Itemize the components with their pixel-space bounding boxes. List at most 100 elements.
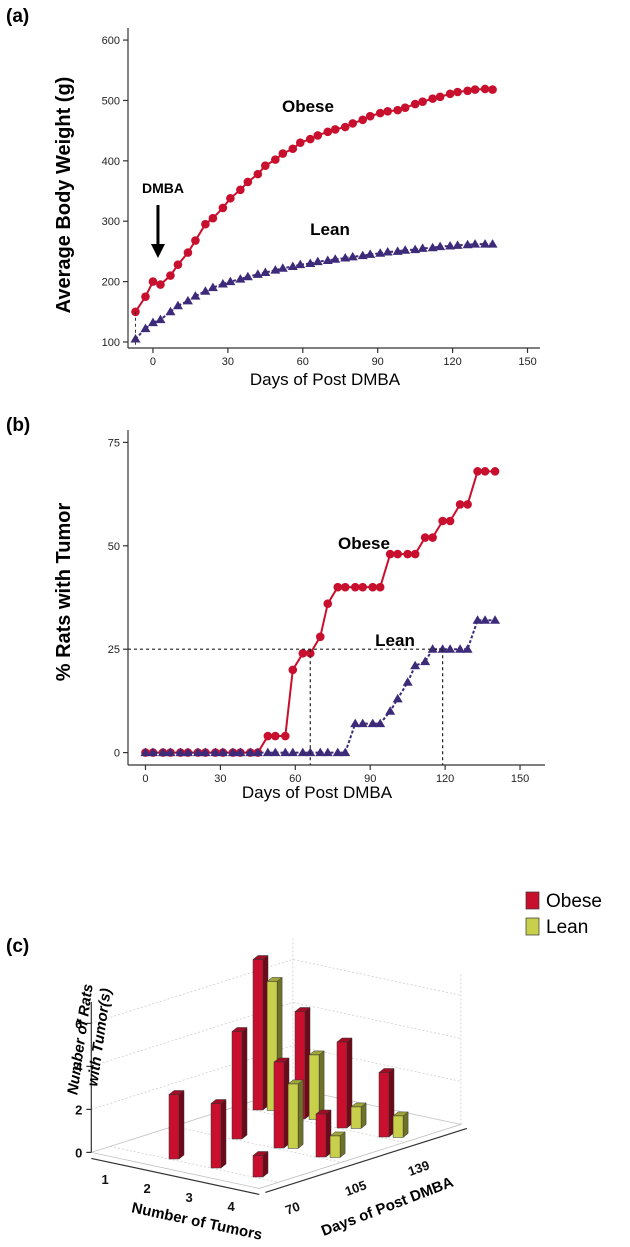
data-point-obese <box>463 500 472 509</box>
panel-b-y-axis-title: % Rats with Tumor <box>53 503 75 682</box>
bar-obese <box>231 1026 248 1140</box>
data-point-lean <box>175 747 186 757</box>
data-point-obese <box>428 94 437 103</box>
dmba-annotation: DMBA <box>142 180 184 196</box>
data-point-lean <box>315 747 326 757</box>
data-point-lean <box>295 259 306 269</box>
bar-front-face <box>210 1103 222 1169</box>
bar-front-face <box>392 1115 404 1138</box>
data-point-lean <box>235 274 246 283</box>
bar-side-face <box>339 1131 346 1158</box>
b-x-tick-label: 60 <box>289 773 301 785</box>
data-point-lean <box>242 271 253 281</box>
a-y-tick-label: 500 <box>102 95 120 107</box>
data-point-lean <box>347 251 358 261</box>
data-point-obese <box>463 86 472 96</box>
data-point-lean <box>480 239 491 248</box>
a-y-tick-label: 600 <box>102 35 120 47</box>
data-point-lean <box>287 747 298 757</box>
data-point-lean <box>262 747 273 757</box>
bar-front-face <box>329 1135 341 1158</box>
bar-front-face <box>287 1083 299 1149</box>
data-point-obese <box>368 582 378 592</box>
data-point-obese <box>385 549 395 559</box>
data-point-lean <box>155 314 166 324</box>
data-point-lean <box>340 253 351 262</box>
panel-c-y-axis-title: Days of Post DMBA <box>319 1174 456 1240</box>
panel-b-label: (b) <box>6 415 30 436</box>
panel-a: (a) 0 30 60 90 120 150 100 200 300 400 500 600 DMBA… <box>6 6 540 389</box>
data-point-obese <box>488 85 497 94</box>
data-point-lean <box>392 246 403 255</box>
data-point-obese <box>305 134 315 144</box>
data-point-obese <box>298 649 308 658</box>
bar-obese <box>210 1098 227 1169</box>
data-point-obese <box>236 185 245 195</box>
b-x-tick-label: 30 <box>214 773 226 785</box>
panel-b-x-axis-title: Days of Post DMBA <box>242 783 393 802</box>
data-point-lean <box>245 747 256 757</box>
bar-obese <box>273 1057 290 1149</box>
bar-front-face <box>308 1054 320 1120</box>
data-point-obese <box>191 236 200 245</box>
data-point-lean <box>270 747 281 757</box>
data-point-lean <box>157 747 168 757</box>
data-point-obese <box>445 89 455 99</box>
data-point-lean <box>455 644 466 653</box>
data-point-obese <box>340 122 350 132</box>
a-x-tick-label: 150 <box>518 356 536 368</box>
panel-c-plot <box>168 954 409 1178</box>
a-x-tick-label: 60 <box>297 356 309 368</box>
panel-c-x-tick-label: 3 <box>185 1190 192 1205</box>
data-point-obese <box>403 549 412 559</box>
data-point-obese <box>480 84 490 94</box>
data-point-obese <box>365 111 375 121</box>
data-point-lean <box>392 693 403 703</box>
data-point-obese <box>271 155 280 164</box>
data-point-obese <box>271 731 280 741</box>
panel-c-z-tick-label: 0 <box>75 1145 82 1160</box>
panel-c-x-tick-label: 4 <box>227 1199 235 1214</box>
data-point-obese <box>261 161 270 170</box>
b-y-tick-label: 75 <box>108 437 120 449</box>
data-point-lean <box>277 263 288 272</box>
data-point-lean <box>297 747 308 757</box>
data-point-obese <box>263 731 273 741</box>
data-point-lean <box>140 747 151 757</box>
data-point-lean <box>147 317 158 327</box>
bar-obese <box>294 1006 311 1120</box>
legend-swatch-lean <box>525 917 540 936</box>
data-point-lean <box>357 718 368 728</box>
data-point-lean <box>192 747 203 757</box>
data-point-lean <box>200 286 211 295</box>
data-point-lean <box>462 644 473 653</box>
data-point-lean <box>445 644 456 653</box>
data-point-lean <box>340 747 351 757</box>
data-point-obese <box>156 280 165 289</box>
data-point-obese <box>183 248 193 257</box>
data-point-lean <box>227 747 238 757</box>
data-point-lean <box>480 615 491 624</box>
data-point-obese <box>453 87 462 97</box>
bar-side-face <box>297 1079 304 1149</box>
data-point-lean <box>490 615 501 624</box>
data-point-obese <box>340 582 350 592</box>
data-point-lean <box>417 243 428 252</box>
data-point-obese <box>393 105 402 115</box>
bar-side-face <box>402 1111 409 1138</box>
bar-front-face <box>315 1113 327 1158</box>
panel-b: (b) 0 30 60 90 120 150 0 25 50 75 Obese Lean Days … <box>6 415 545 802</box>
panel-c-y-tick-label: 105 <box>343 1177 369 1199</box>
bar-lean <box>308 1050 325 1120</box>
data-point-obese <box>350 582 360 592</box>
panel-a-plot: DMBA Obese Lean <box>130 84 498 348</box>
data-point-lean <box>147 747 158 757</box>
data-point-obese <box>348 119 358 128</box>
data-point-lean <box>172 300 183 310</box>
data-point-lean <box>487 239 498 248</box>
data-point-obese <box>375 108 385 118</box>
data-point-lean <box>332 747 343 757</box>
data-point-lean <box>322 255 333 264</box>
panel-b-axes: 0 30 60 90 120 150 0 25 50 75 <box>108 430 545 785</box>
